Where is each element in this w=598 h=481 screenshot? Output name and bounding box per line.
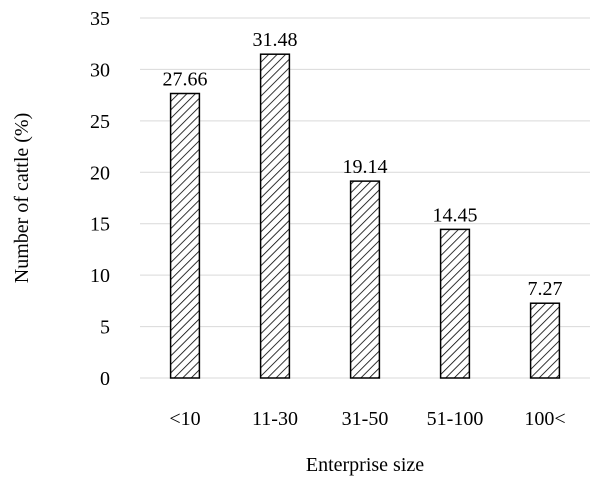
y-tick-label-35: 35	[90, 8, 110, 30]
data-labels: 27.66 31.48 19.14 14.45 7.27	[163, 29, 563, 300]
bar-51-100	[439, 228, 471, 379]
bar-11-30	[259, 53, 291, 379]
y-axis-title: Number of cattle (%)	[11, 113, 33, 283]
y-tick-label-10: 10	[90, 265, 110, 287]
x-tick-label-<10: <10	[169, 408, 200, 430]
x-tick-label-11-30: 11-30	[252, 408, 298, 430]
data-label-11-30: 31.48	[253, 29, 298, 51]
data-label-51-100: 14.45	[433, 204, 478, 226]
y-tick-label-0: 0	[100, 368, 110, 390]
x-tick-label-51-100: 51-100	[427, 408, 484, 430]
bar-31-50	[349, 180, 381, 379]
y-tick-label-30: 30	[90, 59, 110, 81]
y-tick-label-5: 5	[100, 317, 110, 339]
bar-100<	[529, 302, 561, 379]
y-tick-label-15: 15	[90, 214, 110, 236]
data-label-31-50: 19.14	[343, 156, 388, 178]
y-axis-ticks: 0 5 10 15 20 25 30 35	[90, 8, 110, 390]
bars	[169, 53, 561, 379]
y-tick-label-25: 25	[90, 111, 110, 133]
x-tick-label-100<: 100<	[524, 408, 565, 430]
y-tick-label-20: 20	[90, 162, 110, 184]
bar-<10	[169, 92, 201, 379]
x-axis-ticks: <10 11-30 31-50 51-100 100<	[169, 408, 565, 430]
data-label-<10: 27.66	[163, 68, 208, 90]
x-axis-title: Enterprise size	[306, 454, 424, 476]
x-tick-label-31-50: 31-50	[342, 408, 389, 430]
data-label-100<: 7.27	[528, 278, 563, 300]
